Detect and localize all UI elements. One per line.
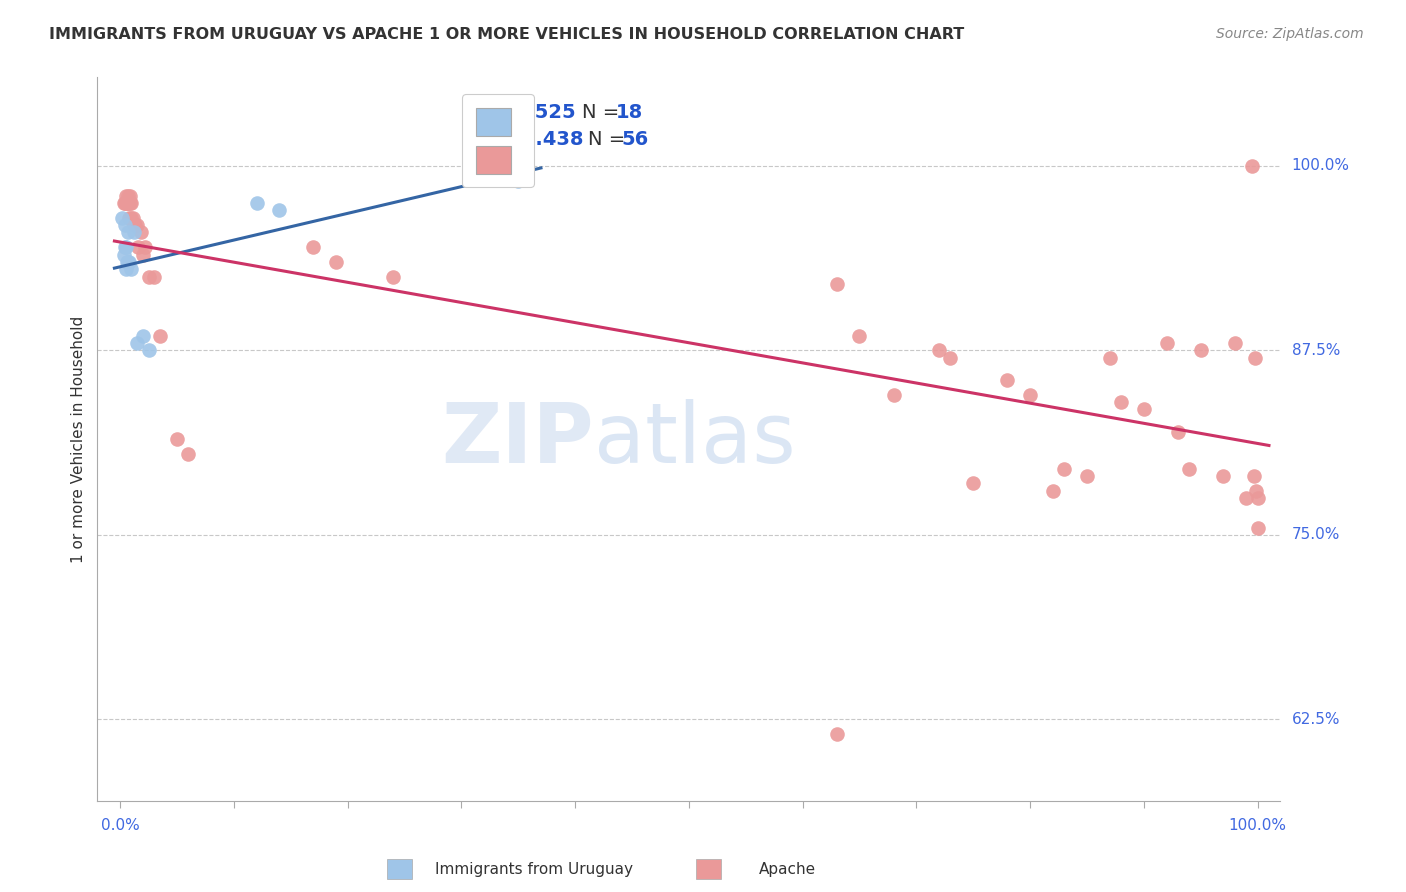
Text: 75.0%: 75.0%: [1292, 527, 1340, 542]
Point: [382, 269, 405, 284]
Point: [115, 255, 138, 269]
Point: [995, 373, 1018, 387]
Point: [1246, 491, 1268, 505]
Point: [132, 247, 155, 261]
Text: ZIP: ZIP: [441, 399, 595, 480]
Text: atlas: atlas: [595, 399, 796, 480]
Point: [134, 240, 156, 254]
Point: [1019, 388, 1042, 402]
Point: [143, 269, 166, 284]
Point: [149, 328, 172, 343]
Text: 87.5%: 87.5%: [1292, 343, 1340, 358]
Text: 62.5%: 62.5%: [1292, 712, 1340, 727]
Point: [112, 247, 135, 261]
Point: [118, 255, 141, 269]
Point: [1234, 491, 1257, 505]
Legend: , : ,: [463, 95, 534, 187]
Point: [114, 262, 136, 277]
Point: [825, 277, 848, 291]
Point: [939, 351, 962, 365]
Point: [1167, 425, 1189, 439]
Point: [114, 240, 136, 254]
Point: [114, 195, 136, 210]
Point: [122, 218, 145, 232]
Point: [114, 240, 136, 254]
Point: [1212, 469, 1234, 483]
Point: [1189, 343, 1212, 358]
Point: [1223, 336, 1246, 351]
Point: [121, 195, 143, 210]
Text: 0.0%: 0.0%: [101, 818, 139, 833]
Text: Immigrants from Uruguay: Immigrants from Uruguay: [436, 863, 633, 877]
Point: [138, 343, 160, 358]
Point: [302, 240, 325, 254]
Point: [962, 476, 984, 491]
Point: [883, 388, 905, 402]
Point: [928, 343, 950, 358]
Point: [1109, 395, 1132, 409]
Point: [118, 211, 141, 225]
Point: [138, 269, 160, 284]
Point: [115, 195, 138, 210]
Point: [120, 188, 142, 202]
Point: [1133, 402, 1156, 417]
Point: [121, 262, 143, 277]
Text: N =: N =: [588, 130, 631, 150]
Point: [122, 226, 145, 240]
Point: [114, 188, 136, 202]
Point: [112, 195, 135, 210]
Point: [127, 336, 149, 351]
Text: -0.438: -0.438: [513, 130, 583, 150]
Text: 0.525: 0.525: [513, 103, 575, 122]
Point: [121, 211, 143, 225]
Point: [129, 226, 152, 240]
Point: [1246, 483, 1268, 498]
Text: Apache: Apache: [759, 863, 815, 877]
Point: [1240, 159, 1263, 173]
Point: [325, 255, 347, 269]
Point: [117, 226, 139, 240]
Point: [127, 240, 149, 254]
Point: [1076, 469, 1098, 483]
Point: [1156, 336, 1178, 351]
Point: [1178, 461, 1201, 475]
Point: [1243, 469, 1265, 483]
Point: [124, 218, 146, 232]
Point: [177, 447, 200, 461]
Point: [246, 195, 269, 210]
Point: [1042, 483, 1064, 498]
Text: R =: R =: [478, 103, 520, 122]
Y-axis label: 1 or more Vehicles in Household: 1 or more Vehicles in Household: [72, 316, 86, 563]
Point: [1098, 351, 1121, 365]
Point: [117, 255, 139, 269]
Point: [111, 211, 134, 225]
Point: [127, 218, 149, 232]
Point: [117, 195, 139, 210]
Text: 100.0%: 100.0%: [1292, 159, 1350, 173]
Text: Source: ZipAtlas.com: Source: ZipAtlas.com: [1216, 27, 1364, 41]
Text: IMMIGRANTS FROM URUGUAY VS APACHE 1 OR MORE VEHICLES IN HOUSEHOLD CORRELATION CH: IMMIGRANTS FROM URUGUAY VS APACHE 1 OR M…: [49, 27, 965, 42]
Text: 18: 18: [616, 103, 643, 122]
Text: N =: N =: [582, 103, 626, 122]
Point: [269, 203, 291, 218]
Point: [166, 432, 188, 446]
Point: [121, 211, 143, 225]
Point: [508, 174, 530, 188]
Point: [114, 195, 136, 210]
Point: [117, 188, 139, 202]
Point: [1246, 520, 1268, 534]
Point: [848, 328, 870, 343]
Point: [132, 328, 155, 343]
Point: [120, 195, 142, 210]
Text: 100.0%: 100.0%: [1229, 818, 1286, 833]
Point: [1244, 351, 1267, 365]
Text: R =: R =: [478, 130, 520, 150]
Text: 56: 56: [621, 130, 648, 150]
Point: [114, 218, 136, 232]
Point: [825, 727, 848, 741]
Point: [1053, 461, 1076, 475]
